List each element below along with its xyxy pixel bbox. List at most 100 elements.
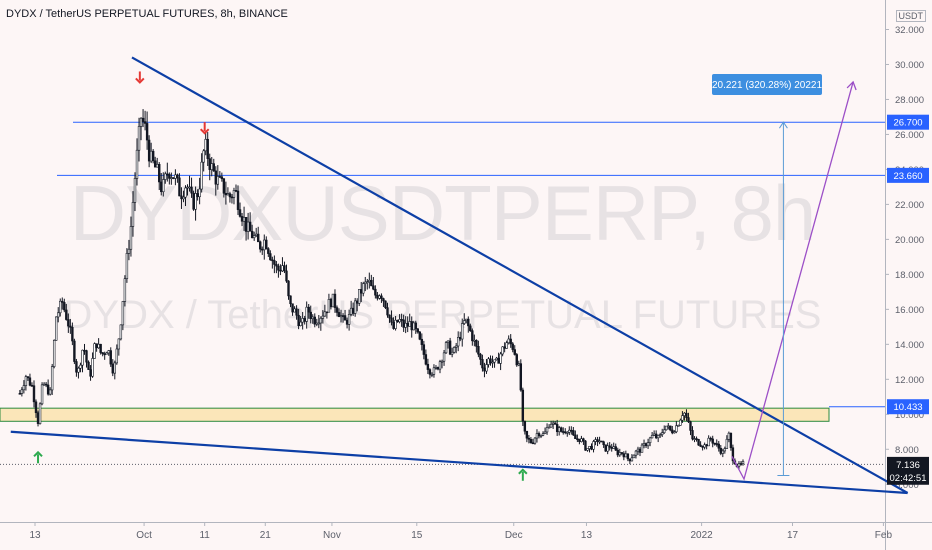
candle-up (24, 376, 28, 386)
candle-up (675, 425, 678, 433)
candle-up (93, 343, 96, 359)
candle-down (471, 330, 474, 342)
candle-down (109, 350, 112, 365)
candle-up (566, 432, 569, 434)
candle-down (572, 430, 575, 436)
candle-down (285, 270, 288, 282)
candle-down (622, 453, 626, 458)
candle-down (261, 248, 264, 251)
last-price-badge (887, 456, 929, 472)
candle-up (549, 423, 553, 428)
candle-up (648, 437, 652, 443)
candle-up (632, 454, 636, 459)
candle-down (388, 314, 391, 319)
candle-down (519, 363, 523, 391)
candle-down (212, 163, 215, 172)
candle-down (483, 367, 486, 372)
candle-up (499, 353, 502, 364)
candle-up (305, 306, 308, 322)
candle-down (717, 443, 720, 449)
candle-up (650, 435, 654, 439)
price-tick-label: 6.000 (895, 480, 919, 491)
measure-label: 20.221 (320.28%) 20221 (712, 80, 823, 91)
candle-down (424, 354, 428, 365)
arrow-down-icon (135, 71, 145, 84)
candle-up (580, 438, 583, 442)
candle-up (331, 293, 335, 308)
candle-down (521, 389, 525, 422)
candle-down (529, 439, 533, 443)
candle-up (624, 453, 628, 458)
candle-up (50, 366, 54, 391)
candle-down (376, 294, 379, 299)
candle-up (79, 364, 82, 369)
candle-up (113, 362, 116, 374)
candle-up (473, 339, 476, 342)
candle-down (469, 325, 472, 331)
candle-up (317, 322, 321, 325)
candle-down (89, 369, 92, 377)
candle-down (101, 352, 104, 355)
candle-up (501, 346, 504, 355)
candle-up (188, 186, 191, 189)
candle-down (329, 299, 333, 308)
candle-down (279, 269, 282, 272)
candle-down (374, 288, 377, 296)
projection-arrowhead (846, 80, 857, 91)
arrow-head (33, 450, 43, 457)
price-badge-label: 26.700 (893, 118, 922, 129)
time-tick-label: 13 (581, 530, 593, 541)
candle-up (465, 318, 468, 321)
candle-up (636, 448, 640, 452)
candle-down (489, 358, 492, 364)
candle-up (137, 126, 141, 151)
candle-down (267, 248, 270, 254)
candle-down (509, 338, 512, 345)
candle-up (52, 339, 56, 367)
price-tick-label: 22.000 (895, 200, 924, 211)
candle-up (131, 202, 135, 227)
candle-up (652, 433, 656, 436)
candle-up (630, 457, 634, 462)
candle-down (654, 433, 658, 439)
candle-up (404, 322, 407, 328)
candle-up (491, 361, 494, 364)
candle-down (196, 193, 199, 198)
candle-down (414, 322, 417, 330)
candle-up (634, 450, 638, 456)
measure-arrowhead (778, 121, 788, 129)
candle-down (531, 442, 535, 444)
price-tick-label: 16.000 (895, 305, 924, 316)
candle-up (681, 415, 684, 421)
candle-up (59, 300, 62, 314)
arrow-up-icon (518, 468, 528, 481)
time-tick-label: 13 (29, 530, 41, 541)
candle-down (596, 439, 599, 442)
candle-up (107, 350, 110, 354)
candle-up (91, 358, 94, 377)
candle-up (133, 178, 137, 203)
candle-down (436, 367, 440, 370)
candle-down (178, 177, 181, 197)
candle-down (295, 308, 298, 316)
candle-up (232, 190, 236, 198)
candle-up (57, 312, 60, 318)
candle-down (283, 265, 286, 272)
price-tick-label: 30.000 (895, 60, 924, 71)
time-tick-label: 21 (260, 530, 272, 541)
candle-up (658, 434, 662, 436)
candle-up (432, 367, 436, 375)
candle-down (390, 317, 393, 323)
candle-down (333, 293, 337, 308)
candle-down (99, 343, 102, 353)
candle-up (204, 138, 207, 152)
candle-up (456, 336, 460, 347)
candle-down (345, 319, 349, 325)
candle-up (487, 358, 490, 365)
candle-up (665, 425, 668, 431)
candle-down (277, 265, 280, 271)
candle-up (129, 226, 133, 250)
candle-down (269, 253, 272, 261)
candle-up (200, 161, 203, 190)
